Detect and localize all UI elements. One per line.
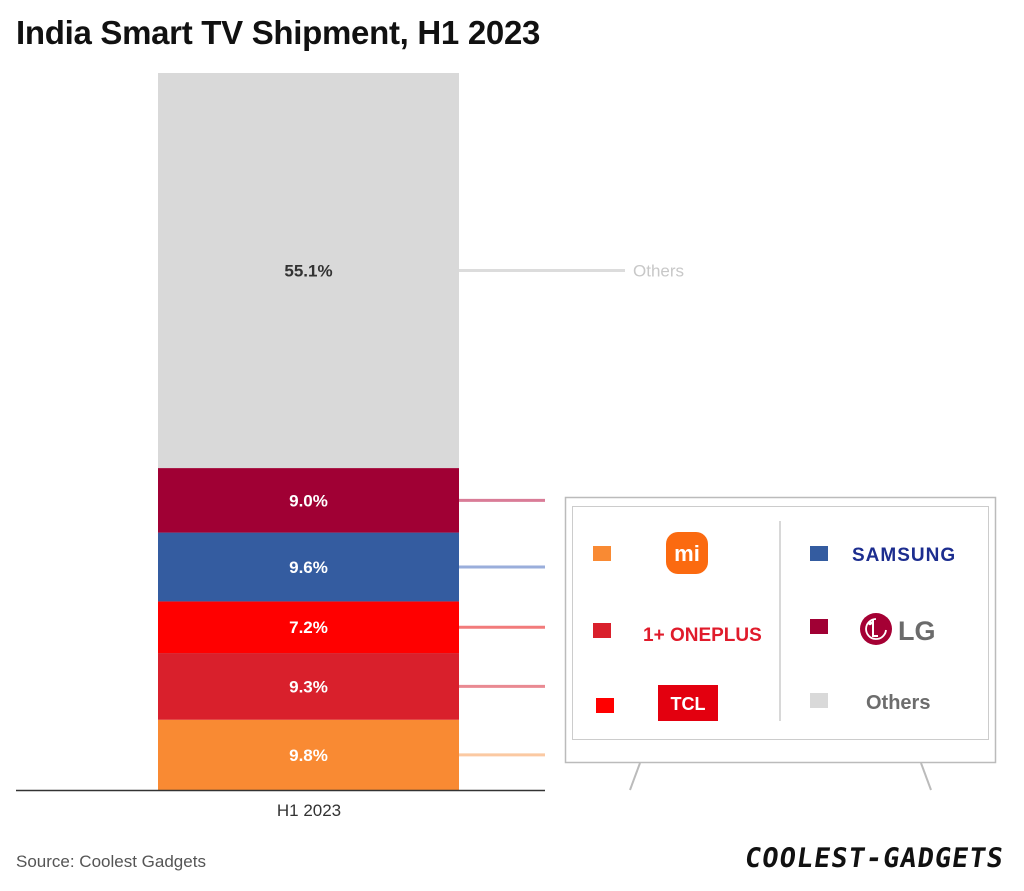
data-label-tcl: 7.2% <box>289 618 328 637</box>
data-label-oneplus: 9.3% <box>289 677 328 696</box>
lg-face-icon <box>860 613 892 645</box>
tcl-logo: TCL <box>671 694 706 714</box>
legend-swatch-lg <box>810 619 828 634</box>
legend-tv: mi 1+ ONEPLUS TCL SAMSUNG LG Others <box>564 496 997 791</box>
coolest-gadgets-logo: COOLEST-GADGETS <box>742 843 1007 874</box>
chart-title: India Smart TV Shipment, H1 2023 <box>16 14 541 51</box>
lg-logo-text: LG <box>898 616 936 646</box>
bar-segment-xiaomi <box>158 719 459 790</box>
bar-segment-tcl <box>158 601 459 654</box>
legend-swatch-xiaomi <box>593 546 611 561</box>
xiaomi-logo: mi <box>674 541 700 566</box>
samsung-logo: SAMSUNG <box>852 545 956 566</box>
bar-segment-others <box>158 73 459 469</box>
others-outer-label: Others <box>633 262 684 281</box>
data-label-others: 55.1% <box>284 262 332 281</box>
bar-segment-lg <box>158 468 459 533</box>
source-note: Source: Coolest Gadgets <box>16 852 206 871</box>
legend-label-others: Others <box>866 692 930 714</box>
legend-swatch-oneplus <box>593 623 611 638</box>
data-label-lg: 9.0% <box>289 491 328 510</box>
data-label-xiaomi: 9.8% <box>289 746 328 765</box>
leader-lines <box>459 269 625 757</box>
legend-swatch-samsung <box>810 546 828 561</box>
legend-swatch-others <box>810 693 828 708</box>
oneplus-logo: 1+ ONEPLUS <box>643 625 762 646</box>
legend-swatch-tcl <box>596 698 614 713</box>
data-label-samsung: 9.6% <box>289 558 328 577</box>
bar-stack: 9.8% 9.3% 7.2% 9.6% 9.0% 55.1% <box>158 73 459 790</box>
x-tick-label: H1 2023 <box>277 801 341 820</box>
bar-segment-oneplus <box>158 653 459 720</box>
bar-segment-samsung <box>158 532 459 602</box>
